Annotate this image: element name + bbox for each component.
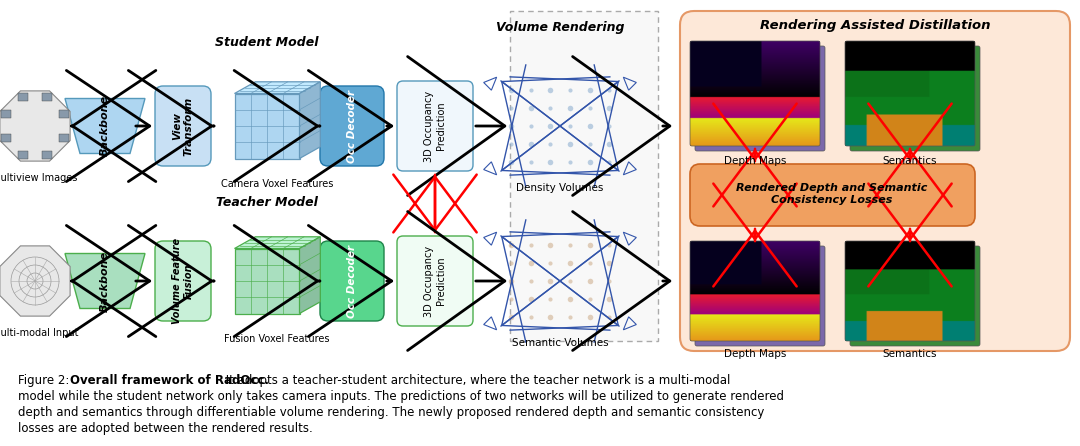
FancyBboxPatch shape — [234, 248, 299, 314]
Text: Semantic Volumes: Semantic Volumes — [512, 338, 608, 348]
FancyBboxPatch shape — [156, 86, 211, 166]
Text: 3D Occupancy
Prediction: 3D Occupancy Prediction — [424, 91, 446, 161]
FancyBboxPatch shape — [58, 134, 69, 142]
FancyBboxPatch shape — [156, 241, 211, 321]
FancyBboxPatch shape — [696, 46, 825, 151]
Text: Camera Voxel Features: Camera Voxel Features — [220, 179, 334, 189]
Text: Rendered Depth and Semantic
Consistency Losses: Rendered Depth and Semantic Consistency … — [737, 183, 928, 205]
FancyBboxPatch shape — [696, 246, 825, 346]
FancyBboxPatch shape — [42, 93, 52, 101]
Text: Semantics: Semantics — [882, 349, 937, 359]
Text: Volume Rendering: Volume Rendering — [496, 21, 624, 34]
Text: Semantics: Semantics — [882, 156, 937, 166]
Text: Occ Decoder: Occ Decoder — [347, 244, 357, 318]
FancyBboxPatch shape — [58, 110, 69, 118]
Text: Figure 2:: Figure 2: — [18, 374, 73, 387]
Polygon shape — [234, 237, 321, 248]
Polygon shape — [234, 82, 321, 94]
FancyBboxPatch shape — [397, 236, 473, 326]
FancyBboxPatch shape — [680, 11, 1070, 351]
Polygon shape — [0, 91, 70, 161]
FancyBboxPatch shape — [320, 241, 384, 321]
Text: Depth Maps: Depth Maps — [724, 156, 786, 166]
FancyBboxPatch shape — [18, 151, 28, 159]
FancyBboxPatch shape — [690, 164, 975, 226]
Text: Overall framework of RadOcc.: Overall framework of RadOcc. — [70, 374, 269, 387]
Text: Occ Decoder: Occ Decoder — [347, 90, 357, 162]
Text: Density Volumes: Density Volumes — [516, 183, 604, 193]
Text: 3D Occupancy
Prediction: 3D Occupancy Prediction — [424, 245, 446, 317]
Polygon shape — [0, 246, 70, 316]
FancyBboxPatch shape — [42, 151, 52, 159]
FancyBboxPatch shape — [320, 86, 384, 166]
Text: Volume Feature
Fusion: Volume Feature Fusion — [172, 238, 193, 324]
Text: Multi-modal Input: Multi-modal Input — [0, 328, 78, 338]
Text: View
Transform: View Transform — [172, 96, 193, 156]
Text: Backbone: Backbone — [100, 251, 110, 311]
Text: Depth Maps: Depth Maps — [724, 349, 786, 359]
FancyBboxPatch shape — [234, 94, 299, 158]
FancyBboxPatch shape — [397, 81, 473, 171]
Text: Teacher Model: Teacher Model — [216, 197, 318, 210]
Text: model while the student network only takes camera inputs. The predictions of two: model while the student network only tak… — [18, 390, 784, 403]
Text: Student Model: Student Model — [215, 37, 319, 50]
Text: losses are adopted between the rendered results.: losses are adopted between the rendered … — [18, 422, 313, 435]
Text: It adopts a teacher-student architecture, where the teacher network is a multi-m: It adopts a teacher-student architecture… — [222, 374, 730, 387]
FancyBboxPatch shape — [510, 11, 658, 341]
Text: Multiview Images: Multiview Images — [0, 173, 78, 183]
Text: Fusion Voxel Features: Fusion Voxel Features — [225, 334, 329, 344]
Text: Rendering Assisted Distillation: Rendering Assisted Distillation — [759, 20, 990, 33]
Polygon shape — [65, 99, 145, 153]
Polygon shape — [299, 237, 321, 314]
Polygon shape — [299, 82, 321, 158]
FancyBboxPatch shape — [1, 134, 11, 142]
FancyBboxPatch shape — [850, 46, 980, 151]
Text: Backbone: Backbone — [100, 95, 110, 157]
FancyBboxPatch shape — [1, 110, 11, 118]
Text: depth and semantics through differentiable volume rendering. The newly proposed : depth and semantics through differentiab… — [18, 406, 765, 419]
Polygon shape — [65, 253, 145, 309]
FancyBboxPatch shape — [18, 93, 28, 101]
FancyBboxPatch shape — [850, 246, 980, 346]
